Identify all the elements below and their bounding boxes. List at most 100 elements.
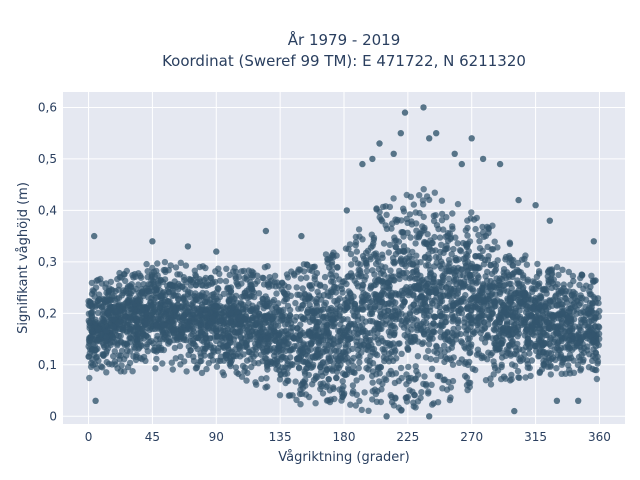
- data-point: [317, 281, 324, 288]
- data-point: [577, 309, 584, 317]
- data-point: [184, 309, 192, 316]
- data-point: [449, 334, 456, 341]
- x-tick-label: 0: [85, 430, 93, 444]
- data-point: [555, 271, 562, 279]
- data-point: [454, 316, 462, 323]
- data-point: [464, 252, 471, 260]
- data-point: [107, 278, 115, 286]
- data-point: [508, 332, 515, 339]
- data-point: [304, 261, 311, 269]
- data-point: [444, 329, 451, 337]
- data-point: [431, 297, 438, 304]
- data-point: [420, 213, 427, 221]
- data-point: [513, 347, 520, 354]
- data-point: [311, 273, 318, 280]
- data-point: [467, 311, 474, 319]
- data-point: [401, 332, 408, 339]
- data-point: [251, 293, 258, 301]
- data-point: [585, 305, 593, 312]
- data-point: [456, 297, 463, 305]
- data-point: [468, 135, 475, 142]
- data-point: [498, 363, 505, 371]
- data-point: [467, 323, 474, 331]
- data-point: [417, 259, 424, 266]
- data-point: [403, 371, 410, 378]
- data-point: [167, 262, 174, 269]
- data-point: [278, 313, 286, 320]
- data-point: [490, 298, 497, 306]
- data-point: [85, 310, 93, 317]
- data-point: [329, 315, 337, 322]
- data-point: [378, 279, 386, 286]
- data-point: [251, 359, 258, 367]
- data-point: [369, 267, 376, 274]
- data-point: [437, 279, 444, 286]
- data-point: [236, 344, 243, 352]
- data-point: [356, 233, 363, 240]
- data-point: [503, 317, 511, 325]
- data-point: [459, 239, 467, 247]
- data-point: [566, 366, 573, 373]
- data-point: [367, 253, 374, 260]
- data-point: [324, 305, 331, 312]
- data-point: [154, 272, 161, 279]
- data-point: [157, 276, 164, 284]
- data-point: [305, 371, 312, 379]
- data-point: [322, 299, 329, 306]
- data-point: [515, 268, 522, 275]
- data-point: [398, 310, 405, 317]
- data-point: [330, 384, 337, 391]
- data-point: [126, 282, 133, 289]
- data-point: [371, 291, 378, 298]
- data-point: [308, 364, 315, 371]
- data-point: [515, 259, 522, 267]
- data-point: [175, 333, 182, 340]
- data-point: [157, 293, 164, 300]
- data-point: [102, 280, 110, 287]
- data-point: [352, 402, 359, 409]
- data-point: [385, 249, 392, 256]
- data-point: [291, 343, 298, 350]
- data-point: [182, 262, 190, 269]
- data-point: [292, 299, 299, 307]
- data-point: [425, 341, 433, 348]
- data-point: [434, 399, 442, 406]
- data-point: [515, 196, 522, 204]
- data-point: [381, 375, 388, 382]
- data-point: [592, 354, 599, 362]
- data-point: [489, 282, 497, 289]
- data-point: [108, 361, 116, 368]
- data-point: [212, 278, 219, 286]
- data-point: [276, 392, 284, 399]
- data-point: [156, 301, 163, 308]
- data-point: [445, 378, 452, 386]
- data-point: [95, 357, 102, 364]
- data-point: [322, 251, 330, 258]
- data-point: [121, 368, 128, 375]
- data-point: [454, 264, 462, 272]
- data-point: [268, 326, 275, 333]
- data-point: [586, 318, 593, 325]
- data-point: [546, 336, 554, 343]
- data-point: [358, 374, 365, 381]
- data-point: [481, 324, 489, 331]
- data-point: [464, 232, 471, 239]
- data-point: [352, 242, 359, 249]
- data-point: [206, 335, 214, 342]
- data-point: [535, 268, 543, 275]
- data-point: [532, 298, 539, 305]
- data-point: [413, 284, 420, 291]
- data-point: [534, 260, 541, 268]
- data-point: [192, 273, 200, 280]
- data-point: [489, 349, 496, 357]
- data-point: [386, 241, 394, 249]
- data-point: [402, 263, 409, 270]
- data-point: [335, 357, 342, 364]
- data-point: [120, 340, 128, 347]
- data-point: [437, 248, 444, 256]
- data-point: [469, 287, 477, 294]
- data-point: [187, 282, 195, 289]
- data-point: [476, 245, 484, 252]
- data-point: [410, 292, 417, 299]
- data-point: [379, 218, 386, 225]
